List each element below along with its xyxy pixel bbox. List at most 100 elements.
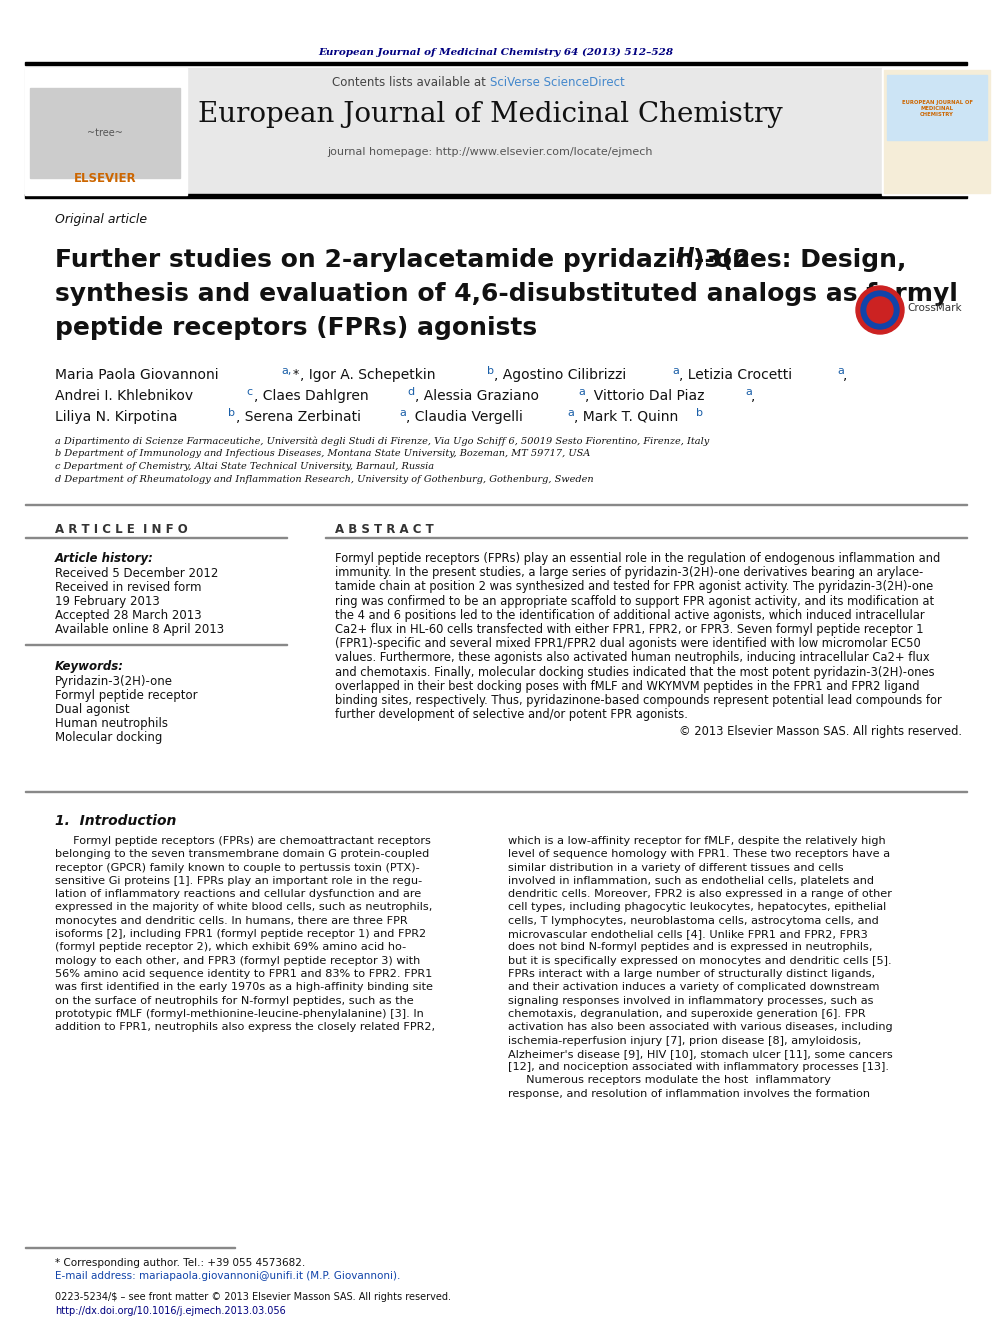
Text: b Department of Immunology and Infectious Diseases, Montana State University, Bo: b Department of Immunology and Infectiou… bbox=[55, 448, 590, 458]
Bar bbox=[884, 70, 990, 193]
Bar bbox=[882, 67, 992, 194]
Text: d: d bbox=[407, 388, 414, 397]
Text: values. Furthermore, these agonists also activated human neutrophils, inducing i: values. Furthermore, these agonists also… bbox=[335, 651, 930, 664]
Text: the 4 and 6 positions led to the identification of additional active agonists, w: the 4 and 6 positions led to the identif… bbox=[335, 609, 925, 622]
Circle shape bbox=[867, 296, 893, 323]
Text: Pyridazin-3(2H)-one: Pyridazin-3(2H)-one bbox=[55, 675, 173, 688]
Text: mology to each other, and FPR3 (formyl peptide receptor 3) with: mology to each other, and FPR3 (formyl p… bbox=[55, 955, 421, 966]
Text: on the surface of neutrophils for N-formyl peptides, such as the: on the surface of neutrophils for N-form… bbox=[55, 996, 414, 1005]
Text: EUROPEAN JOURNAL OF
MEDICINAL
CHEMISTRY: EUROPEAN JOURNAL OF MEDICINAL CHEMISTRY bbox=[902, 101, 972, 116]
Text: further development of selective and/or potent FPR agonists.: further development of selective and/or … bbox=[335, 708, 687, 721]
Text: a: a bbox=[399, 407, 406, 418]
Text: , Claes Dahlgren: , Claes Dahlgren bbox=[254, 389, 369, 404]
Text: Original article: Original article bbox=[55, 213, 147, 226]
Text: Formyl peptide receptors (FPRs) are chemoattractant receptors: Formyl peptide receptors (FPRs) are chem… bbox=[55, 836, 431, 845]
Text: Molecular docking: Molecular docking bbox=[55, 732, 163, 744]
Text: [12], and nociception associated with inflammatory processes [13].: [12], and nociception associated with in… bbox=[508, 1062, 889, 1072]
Text: a: a bbox=[578, 388, 585, 397]
Text: b: b bbox=[487, 366, 494, 376]
Text: 0223-5234/$ – see front matter © 2013 Elsevier Masson SAS. All rights reserved.: 0223-5234/$ – see front matter © 2013 El… bbox=[55, 1293, 451, 1302]
Text: expressed in the majority of white blood cells, such as neutrophils,: expressed in the majority of white blood… bbox=[55, 902, 433, 913]
Text: 19 February 2013: 19 February 2013 bbox=[55, 595, 160, 609]
Text: peptide receptors (FPRs) agonists: peptide receptors (FPRs) agonists bbox=[55, 316, 537, 340]
Text: Keywords:: Keywords: bbox=[55, 660, 124, 673]
Text: lation of inflammatory reactions and cellular dysfunction and are: lation of inflammatory reactions and cel… bbox=[55, 889, 422, 900]
Text: http://dx.doi.org/10.1016/j.ejmech.2013.03.056: http://dx.doi.org/10.1016/j.ejmech.2013.… bbox=[55, 1306, 286, 1316]
Text: Formyl peptide receptor: Formyl peptide receptor bbox=[55, 689, 197, 703]
Text: a: a bbox=[745, 388, 752, 397]
Text: Formyl peptide receptors (FPRs) play an essential role in the regulation of endo: Formyl peptide receptors (FPRs) play an … bbox=[335, 552, 940, 565]
Text: b: b bbox=[228, 407, 235, 418]
Bar bbox=[30, 89, 180, 179]
Circle shape bbox=[856, 286, 904, 333]
Text: ,: , bbox=[843, 368, 847, 382]
Text: receptor (GPCR) family known to couple to pertussis toxin (PTX)-: receptor (GPCR) family known to couple t… bbox=[55, 863, 420, 873]
Text: belonging to the seven transmembrane domain G protein-coupled: belonging to the seven transmembrane dom… bbox=[55, 849, 430, 860]
Text: immunity. In the present studies, a large series of pyridazin-3(2H)-one derivati: immunity. In the present studies, a larg… bbox=[335, 566, 924, 579]
Circle shape bbox=[861, 291, 899, 329]
Text: , Alessia Graziano: , Alessia Graziano bbox=[415, 389, 539, 404]
Text: a: a bbox=[672, 366, 679, 376]
Text: Contents lists available at: Contents lists available at bbox=[332, 77, 490, 90]
Text: c Department of Chemistry, Altai State Technical University, Barnaul, Russia: c Department of Chemistry, Altai State T… bbox=[55, 462, 434, 471]
Text: ELSEVIER: ELSEVIER bbox=[73, 172, 136, 184]
Text: ischemia-reperfusion injury [7], prion disease [8], amyloidosis,: ischemia-reperfusion injury [7], prion d… bbox=[508, 1036, 861, 1045]
Text: , Letizia Crocetti: , Letizia Crocetti bbox=[679, 368, 793, 382]
Text: (FPR1)-specific and several mixed FPR1/FPR2 dual agonists were identified with l: (FPR1)-specific and several mixed FPR1/F… bbox=[335, 638, 921, 650]
Text: does not bind N-formyl peptides and is expressed in neutrophils,: does not bind N-formyl peptides and is e… bbox=[508, 942, 873, 953]
Text: )-ones: Design,: )-ones: Design, bbox=[693, 247, 907, 273]
Bar bbox=[25, 791, 967, 792]
Text: isoforms [2], including FPR1 (formyl peptide receptor 1) and FPR2: isoforms [2], including FPR1 (formyl pep… bbox=[55, 929, 427, 939]
Text: ring was confirmed to be an appropriate scaffold to support FPR agonist activity: ring was confirmed to be an appropriate … bbox=[335, 594, 934, 607]
Text: 56% amino acid sequence identity to FPR1 and 83% to FPR2. FPR1: 56% amino acid sequence identity to FPR1… bbox=[55, 968, 433, 979]
Text: Human neutrophils: Human neutrophils bbox=[55, 717, 168, 730]
Text: CrossMark: CrossMark bbox=[907, 303, 961, 314]
Text: d Department of Rheumatology and Inflammation Research, University of Gothenburg: d Department of Rheumatology and Inflamm… bbox=[55, 475, 593, 484]
Text: European Journal of Medicinal Chemistry 64 (2013) 512–528: European Journal of Medicinal Chemistry … bbox=[318, 48, 674, 57]
Text: Maria Paola Giovannoni: Maria Paola Giovannoni bbox=[55, 368, 218, 382]
Text: Accepted 28 March 2013: Accepted 28 March 2013 bbox=[55, 609, 201, 622]
Text: response, and resolution of inflammation involves the formation: response, and resolution of inflammation… bbox=[508, 1089, 870, 1098]
Text: a: a bbox=[567, 407, 574, 418]
Text: level of sequence homology with FPR1. These two receptors have a: level of sequence homology with FPR1. Th… bbox=[508, 849, 890, 860]
Text: but it is specifically expressed on monocytes and dendritic cells [5].: but it is specifically expressed on mono… bbox=[508, 955, 892, 966]
Text: similar distribution in a variety of different tissues and cells: similar distribution in a variety of dif… bbox=[508, 863, 843, 873]
Text: , Claudia Vergelli: , Claudia Vergelli bbox=[406, 410, 523, 423]
Text: A B S T R A C T: A B S T R A C T bbox=[335, 523, 434, 536]
Text: Numerous receptors modulate the host  inflammatory: Numerous receptors modulate the host inf… bbox=[508, 1076, 831, 1085]
Text: overlapped in their best docking poses with fMLF and WKYMVM peptides in the FPR1: overlapped in their best docking poses w… bbox=[335, 680, 920, 693]
Text: Further studies on 2-arylacetamide pyridazin-3(2: Further studies on 2-arylacetamide pyrid… bbox=[55, 247, 751, 273]
Text: dendritic cells. Moreover, FPR2 is also expressed in a range of other: dendritic cells. Moreover, FPR2 is also … bbox=[508, 889, 892, 900]
Text: (formyl peptide receptor 2), which exhibit 69% amino acid ho-: (formyl peptide receptor 2), which exhib… bbox=[55, 942, 406, 953]
Text: b: b bbox=[696, 407, 703, 418]
Text: , Vittorio Dal Piaz: , Vittorio Dal Piaz bbox=[585, 389, 704, 404]
Text: Available online 8 April 2013: Available online 8 April 2013 bbox=[55, 623, 224, 636]
Text: a: a bbox=[837, 366, 844, 376]
Text: c: c bbox=[246, 388, 252, 397]
Bar bbox=[25, 67, 187, 194]
Text: , Igor A. Schepetkin: , Igor A. Schepetkin bbox=[300, 368, 435, 382]
Text: cells, T lymphocytes, neuroblastoma cells, astrocytoma cells, and: cells, T lymphocytes, neuroblastoma cell… bbox=[508, 916, 879, 926]
Text: Received in revised form: Received in revised form bbox=[55, 581, 201, 594]
Text: H: H bbox=[676, 247, 694, 267]
Text: , Serena Zerbinati: , Serena Zerbinati bbox=[236, 410, 361, 423]
Text: prototypic fMLF (formyl-methionine-leucine-phenylalanine) [3]. In: prototypic fMLF (formyl-methionine-leuci… bbox=[55, 1009, 424, 1019]
Text: a Dipartimento di Scienze Farmaceutiche, Università degli Studi di Firenze, Via : a Dipartimento di Scienze Farmaceutiche,… bbox=[55, 437, 709, 446]
Text: monocytes and dendritic cells. In humans, there are three FPR: monocytes and dendritic cells. In humans… bbox=[55, 916, 408, 926]
Text: cell types, including phagocytic leukocytes, hepatocytes, epithelial: cell types, including phagocytic leukocy… bbox=[508, 902, 886, 913]
Text: *: * bbox=[293, 368, 300, 381]
Text: activation has also been associated with various diseases, including: activation has also been associated with… bbox=[508, 1023, 893, 1032]
Text: addition to FPR1, neutrophils also express the closely related FPR2,: addition to FPR1, neutrophils also expre… bbox=[55, 1023, 435, 1032]
Text: * Corresponding author. Tel.: +39 055 4573682.: * Corresponding author. Tel.: +39 055 45… bbox=[55, 1258, 306, 1267]
Text: chemotaxis, degranulation, and superoxide generation [6]. FPR: chemotaxis, degranulation, and superoxid… bbox=[508, 1009, 866, 1019]
Text: binding sites, respectively. Thus, pyridazinone-based compounds represent potent: binding sites, respectively. Thus, pyrid… bbox=[335, 695, 941, 706]
Text: involved in inflammation, such as endothelial cells, platelets and: involved in inflammation, such as endoth… bbox=[508, 876, 874, 886]
Bar bbox=[25, 504, 967, 505]
Text: FPRs interact with a large number of structurally distinct ligands,: FPRs interact with a large number of str… bbox=[508, 968, 875, 979]
Bar bbox=[25, 67, 882, 194]
Text: , Mark T. Quinn: , Mark T. Quinn bbox=[574, 410, 679, 423]
Text: European Journal of Medicinal Chemistry: European Journal of Medicinal Chemistry bbox=[197, 102, 783, 128]
Text: microvascular endothelial cells [4]. Unlike FPR1 and FPR2, FPR3: microvascular endothelial cells [4]. Unl… bbox=[508, 929, 868, 939]
Text: a,: a, bbox=[281, 366, 292, 376]
Text: and chemotaxis. Finally, molecular docking studies indicated that the most poten: and chemotaxis. Finally, molecular docki… bbox=[335, 665, 934, 679]
